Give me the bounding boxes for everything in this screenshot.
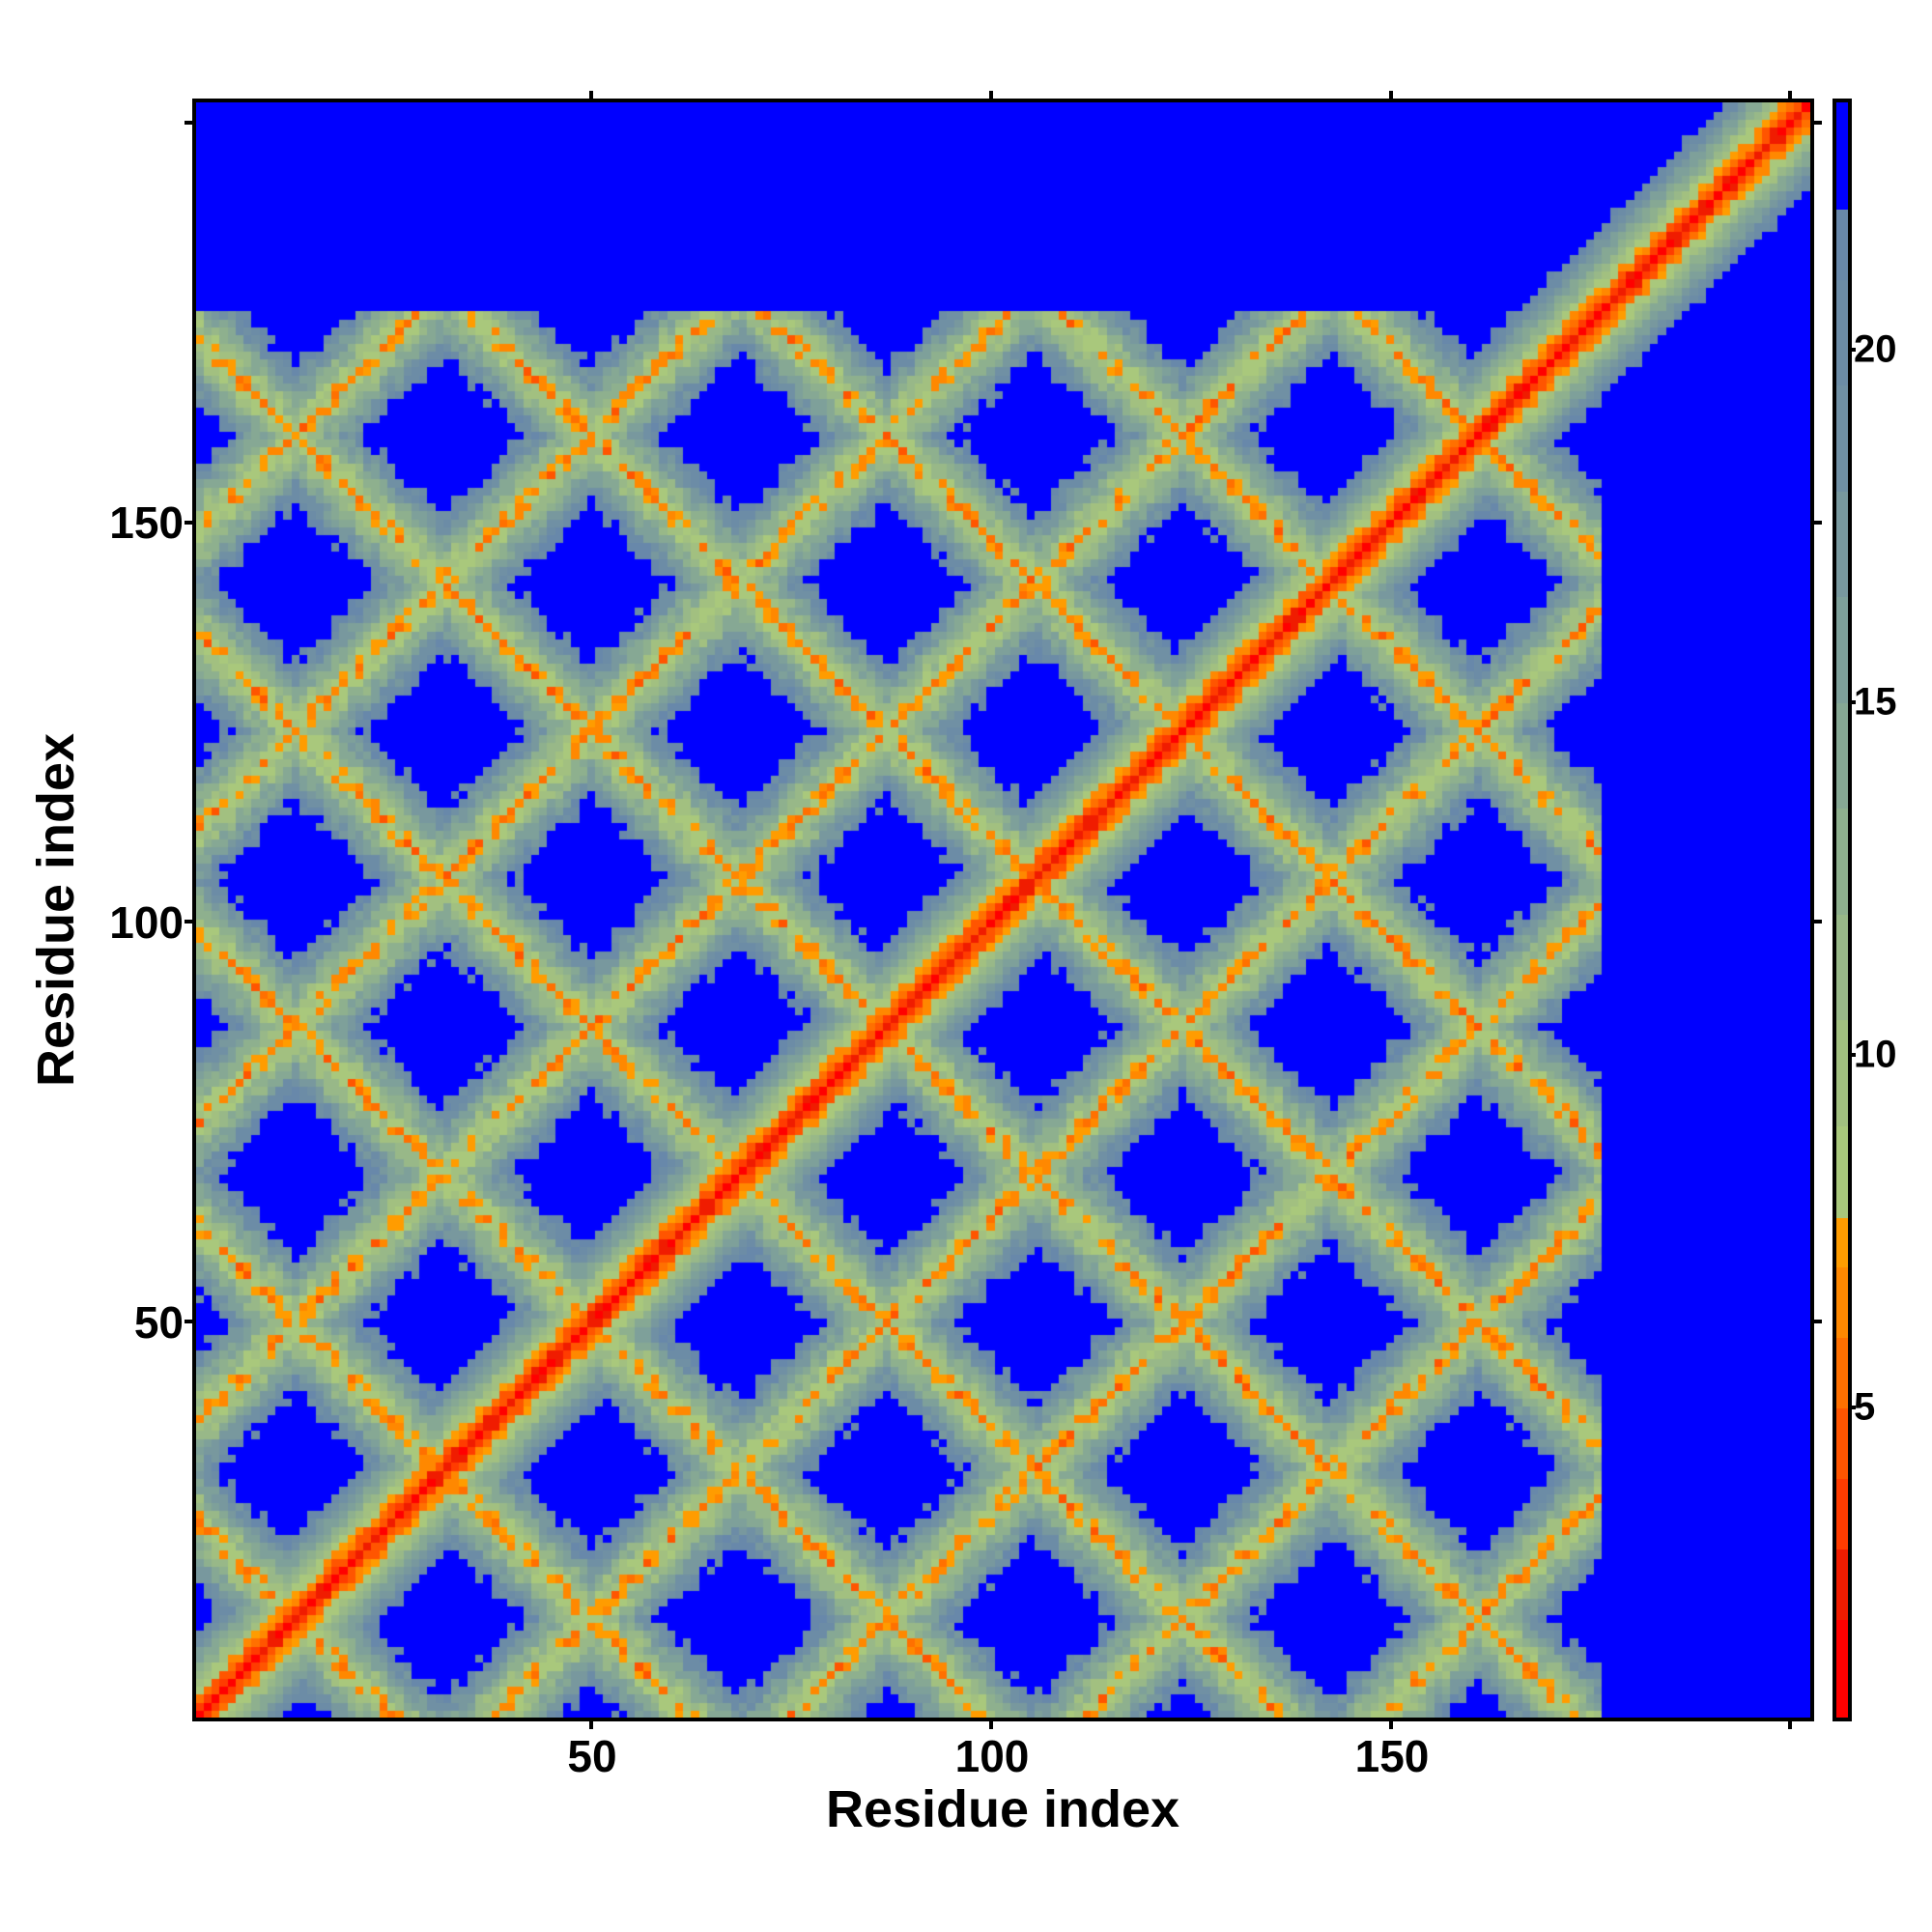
y-tick-label: 50: [133, 1297, 184, 1348]
y-tick-label: 100: [109, 897, 184, 948]
x-tick-label: 100: [954, 1731, 1030, 1781]
colorbar-segment: [1836, 208, 1848, 280]
x-tick-bottom: [1788, 1718, 1793, 1729]
colorbar-segment: [1836, 490, 1848, 598]
y-tick-left: [185, 120, 196, 125]
colorbar-segment: [1836, 913, 1848, 1021]
colorbar-segment: [1836, 1548, 1848, 1620]
x-tick-top: [589, 91, 594, 102]
colorbar-segment: [1836, 384, 1848, 492]
colorbar-segment: [1836, 1336, 1848, 1408]
x-tick-bottom: [989, 1718, 994, 1729]
colorbar-tick: [1848, 1052, 1856, 1057]
colorbar-segment: [1836, 278, 1848, 386]
x-tick-label: 50: [567, 1731, 617, 1781]
colorbar-tick: [1848, 1405, 1856, 1409]
y-tick-label: 150: [109, 497, 184, 548]
x-axis-title: Residue index: [825, 1780, 1180, 1838]
colorbar-segment: [1836, 1265, 1848, 1338]
colorbar: [1833, 99, 1852, 1721]
colorbar-tick-label: 10: [1854, 1033, 1897, 1076]
x-tick-top: [989, 91, 994, 102]
plot-area: [196, 102, 1810, 1718]
colorbar-tick: [1848, 347, 1856, 352]
distance-heatmap: [196, 102, 1810, 1718]
colorbar-segment: [1836, 596, 1848, 703]
colorbar-segment: [1836, 1124, 1848, 1218]
x-tick-bottom: [1388, 1718, 1393, 1729]
y-axis-title: Residue index: [27, 732, 85, 1088]
plot-frame: [192, 99, 1814, 1721]
y-tick-right: [1810, 920, 1822, 924]
colorbar-segment: [1836, 1216, 1848, 1267]
y-tick-right: [1810, 1320, 1822, 1324]
colorbar-segment: [1836, 1618, 1848, 1718]
x-tick-bottom: [589, 1718, 594, 1729]
colorbar-tick-label: 15: [1854, 680, 1897, 724]
colorbar-tick-label: 20: [1854, 327, 1897, 371]
y-tick-left: [185, 520, 196, 525]
y-tick-right: [1810, 520, 1822, 525]
y-tick-left: [185, 1320, 196, 1324]
colorbar-segment: [1836, 102, 1848, 210]
colorbar-segment: [1836, 1406, 1848, 1479]
y-tick-right: [1810, 120, 1822, 125]
colorbar-segment: [1836, 1477, 1848, 1549]
colorbar-segment: [1836, 1019, 1848, 1126]
y-tick-left: [185, 920, 196, 924]
x-tick-label: 150: [1354, 1731, 1430, 1781]
colorbar-tick-label: 5: [1854, 1385, 1876, 1429]
x-tick-top: [1788, 91, 1793, 102]
x-tick-top: [1388, 91, 1393, 102]
colorbar-tick: [1848, 699, 1856, 704]
colorbar-segment: [1836, 701, 1848, 810]
colorbar-segment: [1836, 808, 1848, 915]
